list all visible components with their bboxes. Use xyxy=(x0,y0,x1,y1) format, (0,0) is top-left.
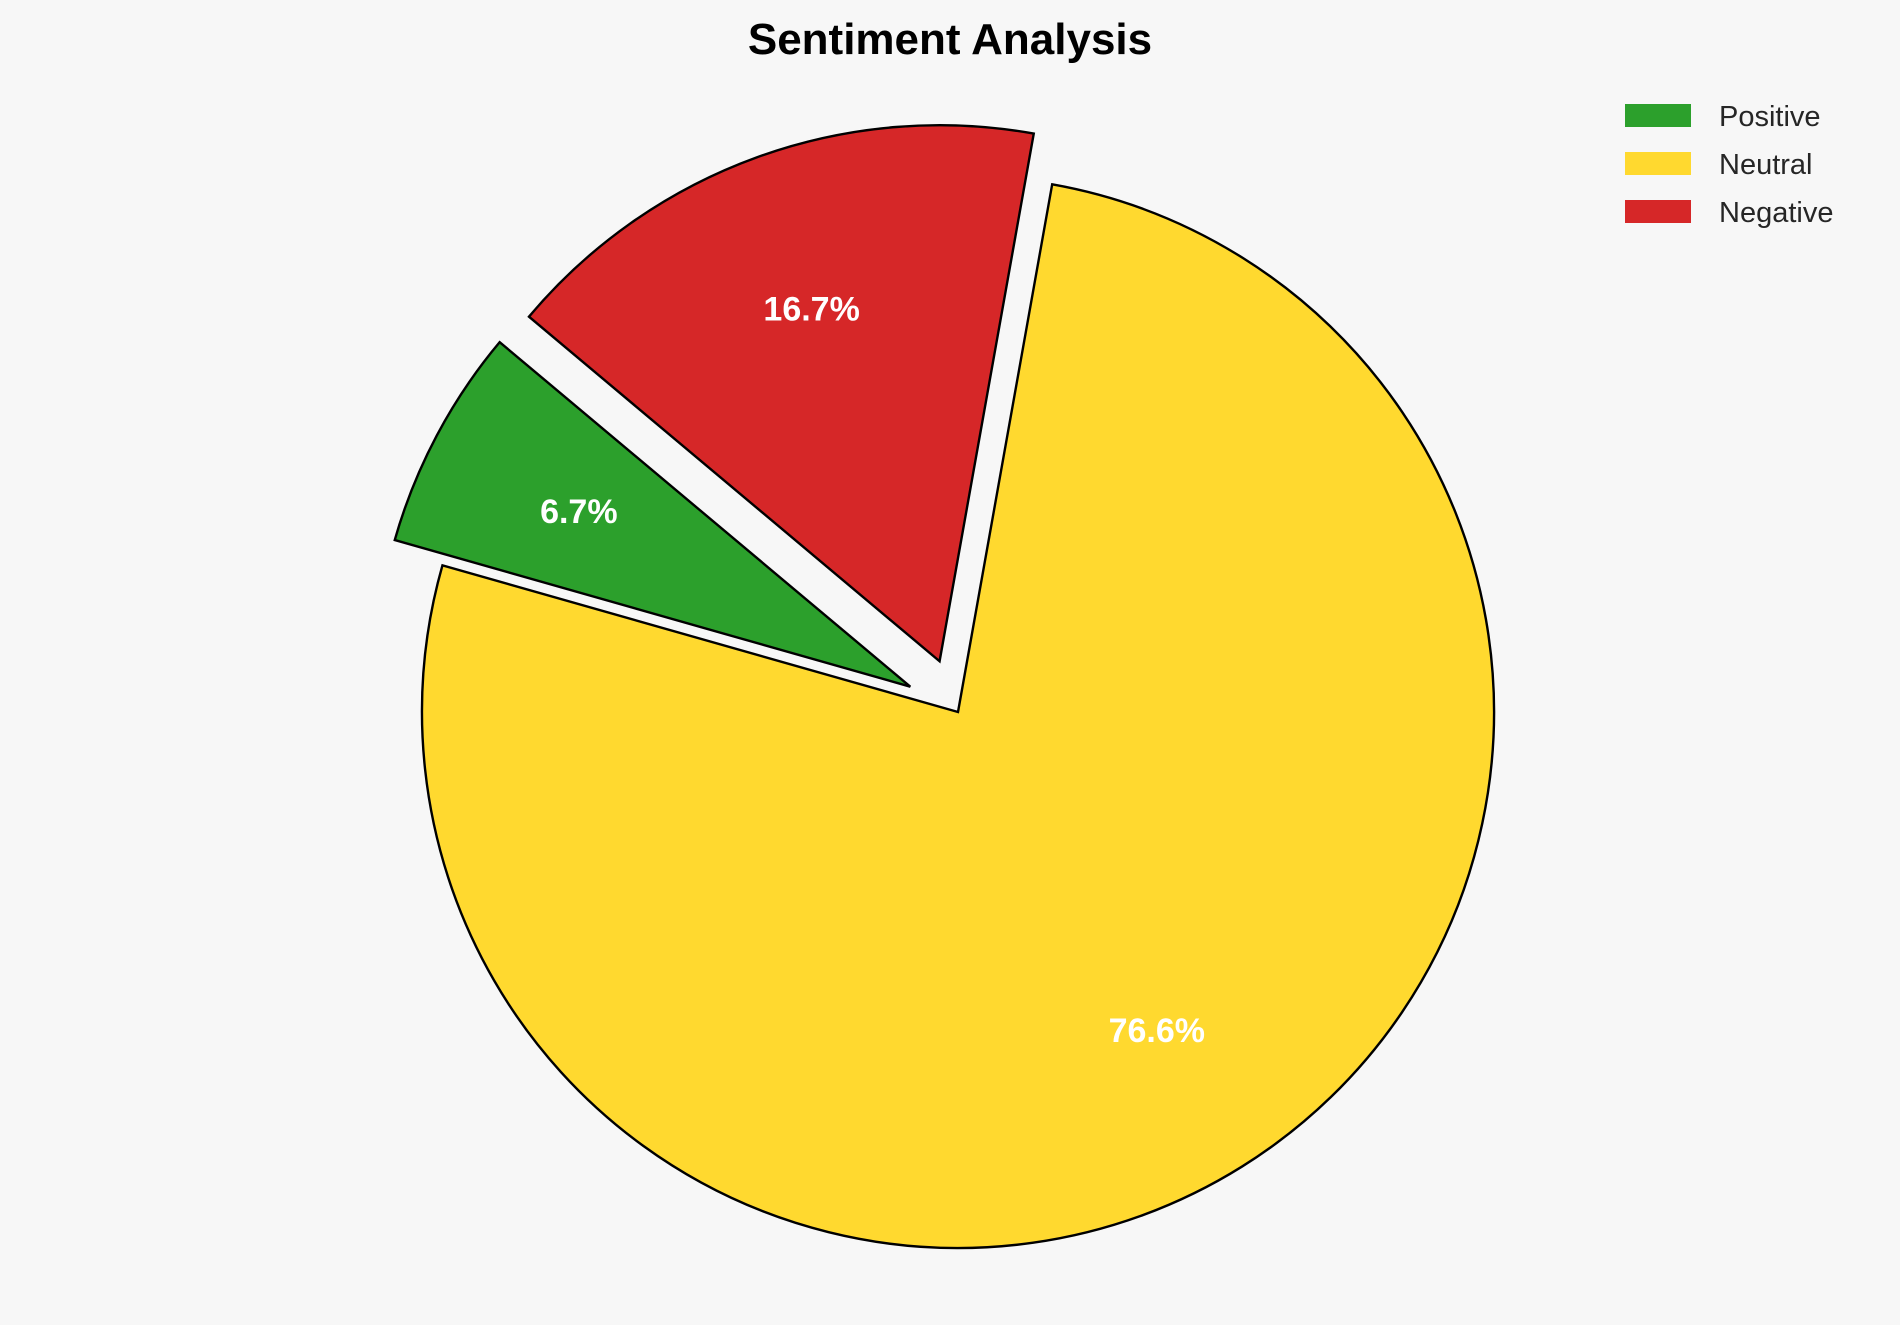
legend-label-negative: Negative xyxy=(1719,197,1833,229)
pie-slice-neutral xyxy=(420,182,1496,1250)
slice-label-neutral: 76.6% xyxy=(1109,1012,1205,1050)
legend: Positive Neutral Negative xyxy=(1625,101,1833,229)
pie-slice-positive xyxy=(393,340,912,688)
slice-label-positive: 6.7% xyxy=(540,493,618,531)
pie-slice-negative xyxy=(527,124,1036,664)
slice-label-negative: 16.7% xyxy=(763,291,859,329)
legend-swatch-negative xyxy=(1625,200,1691,223)
legend-swatch-positive xyxy=(1625,104,1691,127)
legend-label-positive: Positive xyxy=(1719,101,1821,133)
legend-label-neutral: Neutral xyxy=(1719,149,1813,181)
chart-title: Sentiment Analysis xyxy=(748,15,1152,64)
legend-swatch-neutral xyxy=(1625,152,1691,175)
